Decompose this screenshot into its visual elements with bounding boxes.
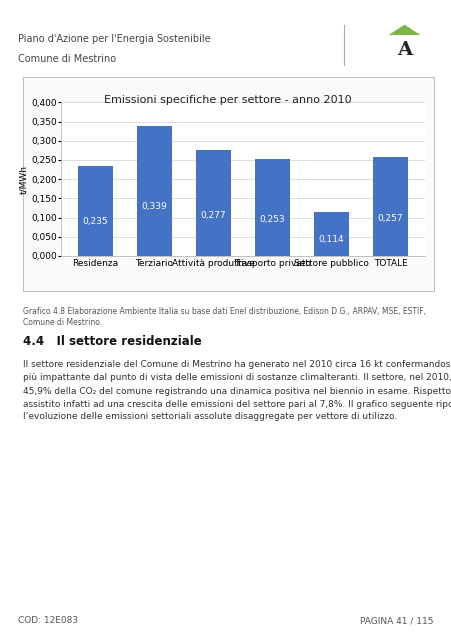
- Bar: [254, 159, 290, 256]
- Bar: [195, 150, 230, 256]
- Bar: [372, 157, 407, 256]
- Text: Piano d'Azione per l'Energia Sostenibile: Piano d'Azione per l'Energia Sostenibile: [18, 33, 210, 44]
- Text: Emissioni specifiche per settore - anno 2010: Emissioni specifiche per settore - anno …: [104, 95, 351, 105]
- Y-axis label: t/MWh: t/MWh: [19, 164, 28, 194]
- Bar: [78, 166, 113, 256]
- Text: Comune di Mestrino: Comune di Mestrino: [18, 54, 116, 64]
- Text: 0,257: 0,257: [377, 214, 403, 223]
- Polygon shape: [388, 24, 419, 35]
- Text: Grafico 4.8 Elaborazione Ambiente Italia su base dati Enel distribuzione, Edison: Grafico 4.8 Elaborazione Ambiente Italia…: [23, 307, 425, 326]
- Text: PAGINA 41 / 115: PAGINA 41 / 115: [359, 616, 433, 625]
- Text: 4.4   Il settore residenziale: 4.4 Il settore residenziale: [23, 335, 201, 348]
- Text: 0,277: 0,277: [200, 211, 226, 220]
- Text: 0,114: 0,114: [318, 235, 344, 244]
- Bar: [136, 126, 172, 256]
- Text: 0,253: 0,253: [259, 214, 285, 223]
- Text: Il settore residenziale del Comune di Mestrino ha generato nel 2010 circa 16 kt : Il settore residenziale del Comune di Me…: [23, 360, 451, 422]
- Text: COD: 12E083: COD: 12E083: [18, 616, 78, 625]
- Bar: [313, 212, 349, 256]
- Text: A: A: [396, 41, 411, 59]
- Text: 0,235: 0,235: [82, 217, 108, 226]
- Text: 0,339: 0,339: [141, 202, 167, 211]
